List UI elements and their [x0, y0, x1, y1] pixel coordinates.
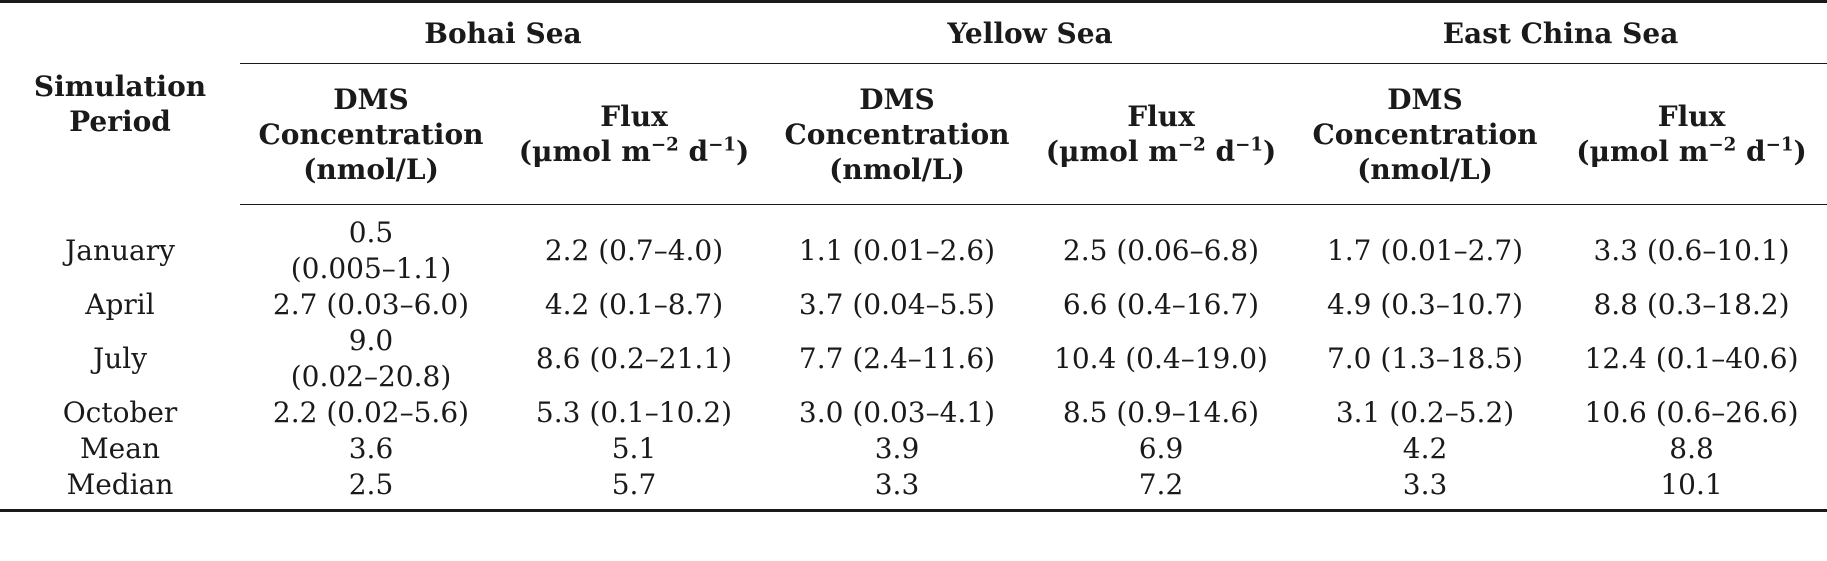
value-cell: 0.5 (0.005–1.1) [290, 216, 452, 285]
value-cell: 6.6 (0.4–16.7) [1062, 288, 1260, 321]
value-cell: 5.3 (0.1–10.2) [535, 396, 733, 429]
table-row: Median 2.5 5.7 3.3 7.2 3.3 10.1 [0, 467, 1827, 512]
value-cell: 8.8 [1669, 432, 1714, 465]
flux-label: Flux [600, 100, 668, 133]
value-cell: 7.0 (1.3–18.5) [1326, 342, 1524, 375]
subheader-flux: Flux (μmol m−2 d−1) [502, 63, 766, 205]
value-cell: 4.2 (0.1–8.7) [544, 288, 724, 321]
period-cell: January [65, 233, 175, 267]
group-header-bohai: Bohai Sea [240, 0, 766, 64]
table-row: April 2.7 (0.03–6.0) 4.2 (0.1–8.7) 3.7 (… [0, 287, 1827, 323]
flux-label: Flux [1657, 100, 1726, 133]
value-cell: 2.2 (0.7–4.0) [544, 234, 724, 267]
value-cell: 7.7 (2.4–11.6) [798, 342, 996, 375]
value-cell: 8.6 (0.2–21.1) [535, 342, 733, 375]
header-row-groups: Simulation Period Bohai Sea Yellow Sea E… [0, 0, 1827, 205]
dms-table: Simulation Period Bohai Sea Yellow Sea E… [0, 0, 1827, 512]
value-cell: 2.5 [240, 467, 502, 512]
flux-unit: (μmol m−2 d−1) [1045, 134, 1277, 168]
subheader-concentration: DMS Concentration (nmol/L) [240, 63, 502, 205]
value-cell: 3.1 (0.2–5.2) [1335, 396, 1515, 429]
value-cell: 3.9 [874, 432, 920, 465]
value-cell: 10.1 [1556, 467, 1827, 512]
value-cell: 3.3 [766, 467, 1028, 512]
period-header-label: Simulation Period [33, 69, 207, 138]
value-cell: 12.4 (0.1–40.6) [1584, 342, 1799, 375]
value-cell: 9.0 (0.02–20.8) [290, 324, 452, 393]
value-cell: 5.7 [502, 467, 766, 512]
value-cell: 3.7 (0.04–5.5) [798, 288, 996, 321]
period-cell: Median [0, 467, 240, 512]
concentration-label: DMS Concentration (nmol/L) [258, 82, 484, 186]
value-cell: 6.9 [1138, 432, 1184, 465]
period-cell: April [85, 288, 155, 321]
period-header: Simulation Period [0, 0, 240, 205]
flux-unit: (μmol m−2 d−1) [1576, 134, 1807, 168]
header-row-subheaders: DMS Concentration (nmol/L) Flux (μmol m−… [0, 63, 1827, 205]
table-row: October 2.2 (0.02–5.6) 5.3 (0.1–10.2) 3.… [0, 395, 1827, 431]
value-cell: 10.4 (0.4–19.0) [1054, 342, 1268, 375]
concentration-label: DMS Concentration (nmol/L) [784, 82, 1010, 186]
value-cell: 7.2 [1028, 467, 1295, 512]
value-cell: 2.2 (0.02–5.6) [272, 396, 470, 429]
value-cell: 2.7 (0.03–6.0) [272, 288, 470, 321]
value-cell: 3.3 [1294, 467, 1557, 512]
value-cell: 3.0 (0.03–4.1) [798, 396, 996, 429]
value-cell: 5.1 [611, 432, 657, 465]
subheader-concentration: DMS Concentration (nmol/L) [766, 63, 1028, 205]
table-row: July 9.0 (0.02–20.8) 8.6 (0.2–21.1) 7.7 … [0, 323, 1827, 395]
group-header-east-china: East China Sea [1294, 0, 1827, 64]
value-cell: 4.9 (0.3–10.7) [1326, 288, 1524, 321]
value-cell: 8.8 (0.3–18.2) [1593, 288, 1790, 321]
group-header-yellow: Yellow Sea [766, 0, 1295, 64]
flux-label: Flux [1127, 100, 1195, 133]
value-cell: 10.6 (0.6–26.6) [1584, 396, 1799, 429]
period-cell: Mean [80, 432, 160, 465]
flux-unit: (μmol m−2 d−1) [518, 134, 750, 168]
period-cell: July [92, 342, 148, 375]
concentration-label: DMS Concentration (nmol/L) [1312, 82, 1538, 186]
table-row: January 0.5 (0.005–1.1) 2.2 (0.7–4.0) 1.… [0, 205, 1827, 288]
subheader-flux: Flux (μmol m−2 d−1) [1556, 63, 1827, 205]
value-cell: 1.1 (0.01–2.6) [798, 234, 996, 267]
period-cell: October [62, 396, 178, 429]
value-cell: 3.6 [348, 432, 394, 465]
subheader-flux: Flux (μmol m−2 d−1) [1028, 63, 1295, 205]
table-row: Mean 3.6 5.1 3.9 6.9 4.2 8.8 [0, 431, 1827, 467]
value-cell: 3.3 (0.6–10.1) [1593, 234, 1790, 267]
subheader-concentration: DMS Concentration (nmol/L) [1294, 63, 1557, 205]
value-cell: 1.7 (0.01–2.7) [1326, 234, 1524, 267]
value-cell: 2.5 (0.06–6.8) [1062, 234, 1260, 267]
value-cell: 8.5 (0.9–14.6) [1062, 396, 1260, 429]
value-cell: 4.2 [1402, 432, 1448, 465]
